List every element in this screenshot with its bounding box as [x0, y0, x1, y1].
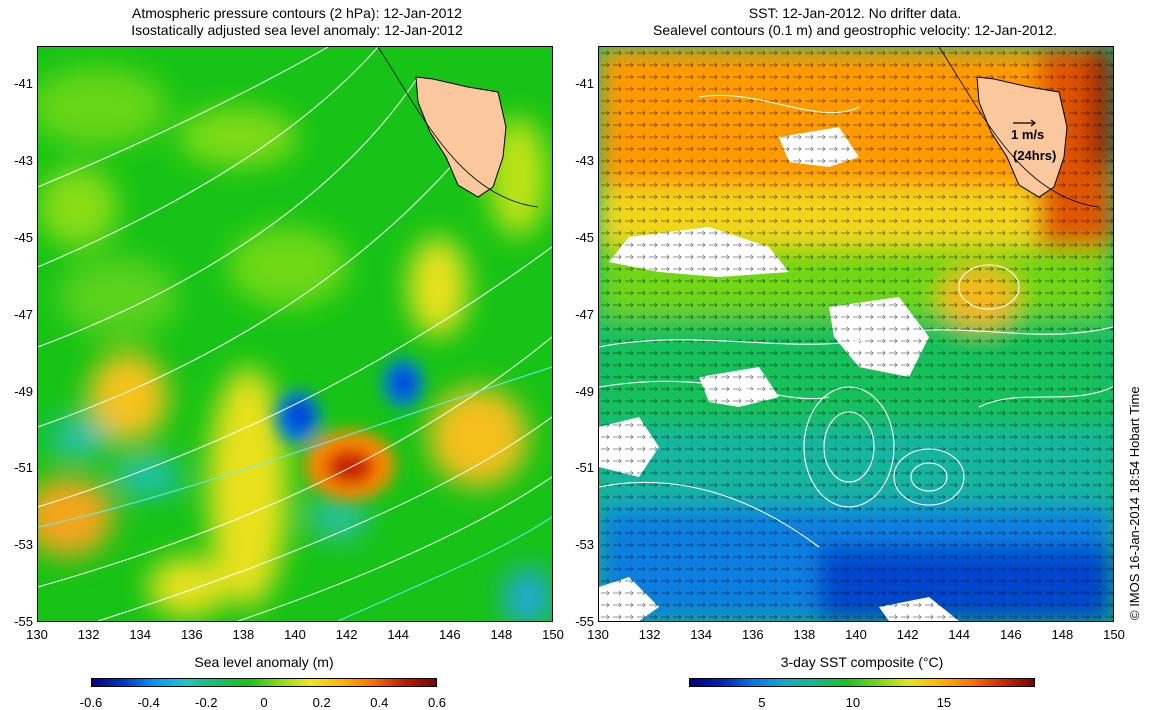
scale-arrow-label: 1 m/s [1011, 127, 1045, 142]
left-colorbar-tick: 0.2 [312, 695, 331, 710]
right-title-line2: Sealevel contours (0.1 m) and geostrophi… [653, 22, 1057, 38]
right-x-tick: 136 [741, 627, 764, 642]
sst-map: 1 m/s (24hrs) [598, 46, 1114, 622]
right-colorbar-label: 3-day SST composite (°C) [780, 654, 944, 670]
sst-field [599, 47, 1113, 621]
right-colorbar-tick: 15 [936, 695, 952, 710]
scale-arrow-icon [1013, 119, 1036, 127]
right-x-tick: 148 [1051, 627, 1074, 642]
right-y-tick: -43 [575, 153, 594, 169]
left-y-tick: -43 [14, 153, 33, 169]
left-panel-title: Atmospheric pressure contours (2 hPa): 1… [40, 5, 554, 39]
left-colorbar-label: Sea level anomaly (m) [194, 654, 334, 670]
right-x-tick: 144 [948, 627, 971, 642]
left-x-tick: 134 [129, 627, 152, 642]
credit-text: © IMOS 16-Jan-2014 18:54 Hobart Time [1127, 386, 1142, 620]
left-x-tick: 142 [335, 627, 358, 642]
left-title-line2: Isostatically adjusted sea level anomaly… [131, 22, 463, 38]
sst-colorbar [689, 678, 1035, 687]
right-title-line1: SST: 12-Jan-2012. No drifter data. [748, 5, 962, 21]
left-colorbar-tick: -0.6 [79, 695, 103, 710]
scale-arrow-sublabel: (24hrs) [1013, 148, 1057, 163]
right-x-tick: 142 [896, 627, 919, 642]
tasmania-land [415, 76, 507, 198]
tasmania-land [976, 76, 1068, 198]
right-colorbar-tick: 5 [758, 695, 766, 710]
left-y-tick: -49 [14, 383, 33, 399]
left-y-tick: -55 [14, 614, 33, 629]
left-y-tick: -51 [14, 460, 33, 476]
right-y-tick: -55 [575, 614, 594, 629]
left-x-tick: 138 [232, 627, 255, 642]
left-x-tick: 150 [542, 627, 564, 642]
sea-level-anomaly-field [38, 47, 552, 621]
left-y-tick: -53 [14, 537, 33, 553]
right-colorbar-tick: 10 [845, 695, 861, 710]
right-y-tick: -47 [575, 306, 594, 322]
right-x-tick: 146 [999, 627, 1022, 642]
left-colorbar-tick: -0.4 [137, 695, 160, 710]
left-y-tick: -45 [14, 230, 33, 245]
left-title-line1: Atmospheric pressure contours (2 hPa): 1… [132, 5, 462, 21]
right-y-tick: -49 [575, 383, 594, 399]
left-x-tick: 140 [284, 627, 306, 642]
left-x-tick: 130 [26, 627, 48, 642]
right-y-tick: -51 [575, 460, 594, 476]
right-y-tick: -53 [575, 537, 594, 553]
right-x-tick: 134 [690, 627, 713, 642]
left-y-tick: -41 [14, 76, 33, 92]
left-x-tick: 144 [387, 627, 410, 642]
left-colorbar-tick: 0 [260, 695, 268, 710]
left-colorbar-tick: 0.6 [427, 695, 447, 710]
left-x-tick: 136 [180, 627, 203, 642]
sea-level-anomaly-map [37, 46, 553, 622]
right-y-tick: -41 [575, 76, 594, 92]
right-y-tick: -45 [575, 230, 594, 245]
left-x-tick: 146 [438, 627, 461, 642]
right-x-tick: 130 [587, 627, 609, 642]
right-x-tick: 132 [638, 627, 661, 642]
left-y-tick: -47 [14, 306, 33, 322]
left-colorbar-tick: 0.4 [370, 695, 389, 710]
right-x-tick: 140 [845, 627, 867, 642]
right-x-tick: 138 [793, 627, 816, 642]
right-x-tick: 150 [1103, 627, 1125, 642]
left-x-tick: 132 [77, 627, 100, 642]
left-colorbar-tick: -0.2 [195, 695, 218, 710]
sea-level-colorbar [91, 678, 437, 687]
left-x-tick: 148 [490, 627, 513, 642]
right-panel-title: SST: 12-Jan-2012. No drifter data. Seale… [598, 5, 1112, 39]
